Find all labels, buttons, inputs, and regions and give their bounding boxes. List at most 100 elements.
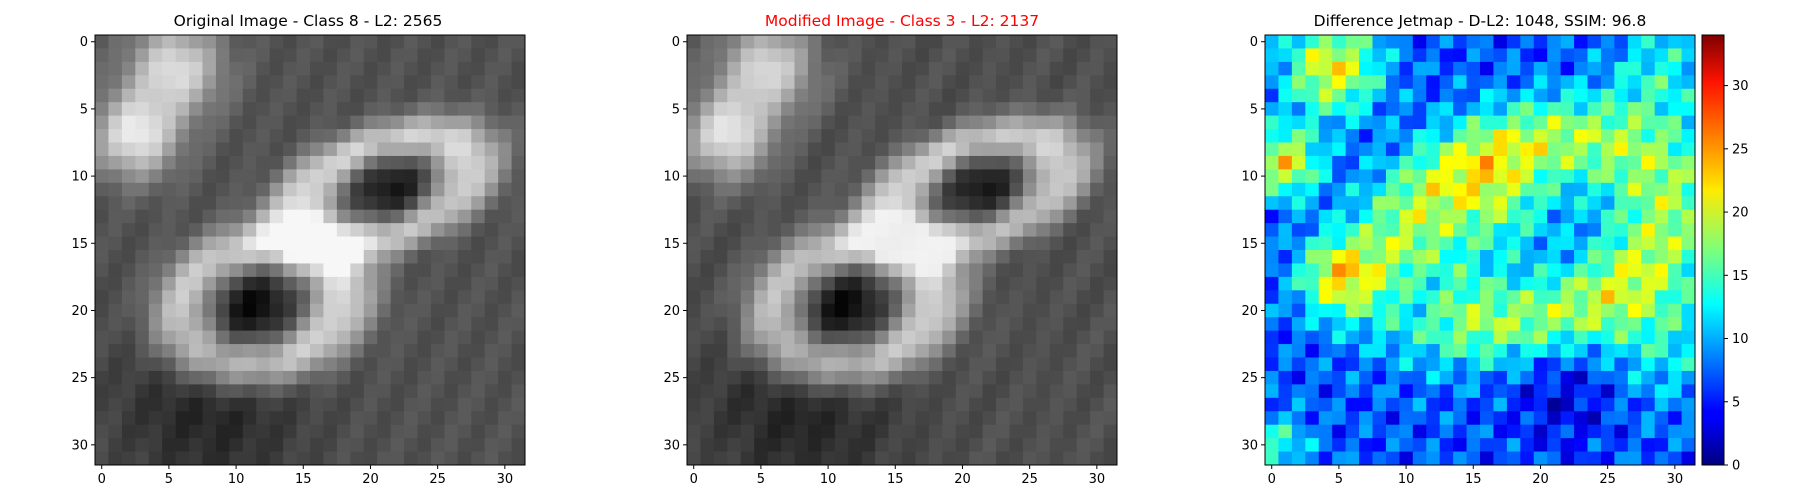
pixel-cell [310,411,324,426]
pixel-cell [794,357,809,372]
pixel-cell [1466,142,1481,157]
pixel-cell [713,438,728,452]
pixel-cell [928,290,943,305]
pixel-cell [1453,223,1467,237]
pixel-cell [848,397,863,412]
image-grid-difference [1265,35,1696,466]
pixel-cell [417,397,432,412]
pixel-cell [1668,330,1682,345]
pixel-cell [1654,290,1669,305]
pixel-cell [740,236,755,251]
pixel-cell [1278,48,1293,63]
pixel-cell [955,263,970,278]
pixel-cell [1627,451,1642,466]
pixel-cell [1412,290,1427,305]
pixel-cell [902,182,916,197]
pixel-cell [1412,384,1427,399]
pixel-cell [1076,223,1091,237]
pixel-cell [767,370,782,385]
pixel-cell [1278,102,1293,117]
pixel-cell [700,223,715,237]
pixel-cell [1076,384,1091,399]
pixel-cell [417,102,432,117]
pixel-cell [1345,357,1360,372]
pixel-cell [1359,263,1373,278]
pixel-cell [727,115,742,130]
pixel-cell [444,250,459,264]
pixel-cell [1399,102,1414,117]
pixel-cell [1547,155,1562,170]
pixel-cell [1641,330,1656,345]
pixel-cell [242,330,257,345]
pixel-cell [1426,397,1441,412]
pixel-cell [229,276,244,291]
pixel-cell [928,102,943,117]
pixel-cell [1627,48,1642,63]
pixel-cell [1278,330,1293,345]
pixel-cell [1385,384,1400,399]
pixel-cell [1090,61,1104,76]
pixel-cell [1399,88,1414,103]
pixel-cell [1359,438,1373,452]
pixel-cell [915,357,930,372]
pixel-cell [1681,61,1696,76]
pixel-cell [1654,169,1669,184]
pixel-cell [1265,303,1279,318]
pixel-cell [1574,236,1588,251]
pixel-cell [404,236,418,251]
pixel-cell [1466,451,1481,466]
pixel-cell [498,357,512,372]
pixel-cell [336,129,351,143]
pixel-cell [135,438,150,452]
pixel-cell [1466,411,1481,426]
pixel-cell [175,236,190,251]
pixel-cell [417,424,432,439]
pixel-cell [457,169,472,184]
pixel-cell [323,384,338,399]
pixel-cell [1076,129,1091,143]
pixel-cell [417,451,432,466]
pixel-cell [794,155,809,170]
pixel-cell [1412,236,1427,251]
pixel-cell [1641,438,1656,452]
pixel-cell [1385,88,1400,103]
pixel-cell [727,317,742,332]
pixel-cell [269,451,284,466]
pixel-cell [1049,48,1064,63]
pixel-cell [1506,384,1521,399]
pixel-cell [242,169,257,184]
pixel-cell [1036,384,1051,399]
pixel-cell [1533,142,1548,157]
pixel-cell [148,182,163,197]
pixel-cell [1359,102,1373,117]
pixel-cell [108,196,123,211]
pixel-cell [108,357,123,372]
pixel-cell [1533,102,1548,117]
pixel-cell [350,290,365,305]
pixel-cell [1385,263,1400,278]
pixel-cell [1332,48,1347,63]
pixel-cell [1076,438,1091,452]
pixel-cell [1345,209,1360,224]
pixel-cell [175,344,190,358]
pixel-cell [942,290,957,305]
pixel-cell [767,451,782,466]
pixel-cell [310,129,324,143]
pixel-cell [1009,236,1024,251]
pixel-cell [1466,357,1481,372]
pixel-cell [162,250,177,264]
pixel-cell [121,411,136,426]
pixel-cell [861,357,876,372]
pixel-cell [1439,61,1454,76]
pixel-cell [1439,290,1454,305]
pixel-cell [848,169,863,184]
pixel-cell [1654,370,1669,385]
pixel-cell [834,209,849,224]
pixel-cell [915,129,930,143]
pixel-cell [821,169,836,184]
pixel-cell [350,35,365,49]
pixel-cell [1291,102,1306,117]
pixel-cell [794,75,809,90]
pixel-cell [296,236,311,251]
